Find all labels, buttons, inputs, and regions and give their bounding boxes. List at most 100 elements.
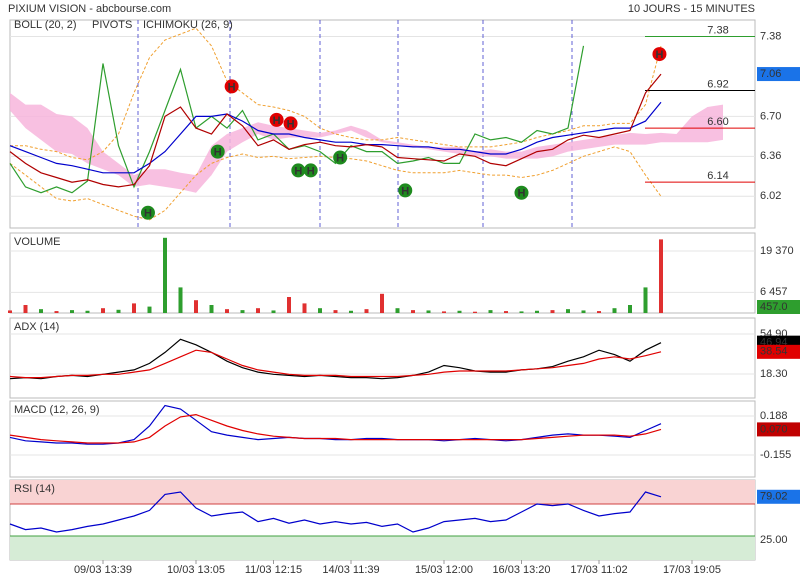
- cloud-segment: [692, 106, 708, 143]
- overbought-zone: [10, 480, 755, 504]
- y-tick-label: 0.188: [760, 410, 788, 422]
- volume-bar: [504, 311, 508, 313]
- x-tick-label: 10/03 13:05: [167, 564, 225, 576]
- signal-label: H: [144, 208, 152, 220]
- pivot-label: 6.14: [707, 170, 728, 182]
- volume-bar: [287, 297, 291, 313]
- cloud-segment: [614, 132, 630, 145]
- cloud-segment: [25, 104, 41, 140]
- volume-bar: [411, 310, 415, 313]
- volume-bar: [628, 305, 632, 313]
- signal-label: H: [214, 147, 222, 159]
- pivot-label: 6.92: [707, 78, 728, 90]
- series-line: [9, 101, 662, 174]
- volume-bar: [550, 310, 555, 313]
- signal-marker: [333, 150, 348, 165]
- value-badge: [757, 489, 800, 504]
- cloud-segment: [118, 163, 134, 187]
- signal-label: H: [655, 49, 663, 61]
- panel-title: MACD (12, 26, 9): [14, 404, 100, 416]
- volume-bar: [349, 310, 353, 313]
- value-badge-label: 457.0: [760, 301, 788, 313]
- signal-label: H: [518, 188, 526, 200]
- volume-bar: [23, 305, 28, 313]
- pivot-label: 6.60: [707, 116, 728, 128]
- volume-bar: [426, 310, 431, 313]
- value-badge-label: 79.02: [760, 491, 788, 503]
- panel-title: ADX (14): [14, 321, 59, 333]
- cloud-segment: [273, 125, 289, 140]
- chart-subtitle: 10 JOURS - 15 MINUTES: [628, 3, 755, 15]
- panel-frame: [9, 317, 756, 399]
- volume-bar: [612, 308, 617, 313]
- signal-marker: [140, 205, 155, 220]
- x-tick-label: 14/03 11:39: [322, 564, 379, 576]
- signal-marker: [224, 79, 239, 94]
- signal-label: H: [307, 165, 315, 177]
- volume-bar: [364, 309, 369, 313]
- volume-bar: [302, 303, 307, 313]
- signal-marker: [514, 185, 529, 200]
- volume-bar: [240, 310, 245, 313]
- signal-marker: [303, 163, 318, 178]
- y-tick-label: 18.30: [760, 368, 788, 380]
- value-badge: [757, 67, 800, 82]
- cloud-segment: [521, 146, 537, 159]
- cloud-segment: [583, 137, 599, 150]
- y-tick-label: 6 457: [760, 286, 788, 298]
- volume-bar: [147, 306, 152, 313]
- signal-label: H: [273, 115, 281, 127]
- signal-marker: [291, 163, 306, 178]
- pivot-label: 7.38: [707, 24, 728, 36]
- volume-bar: [39, 309, 43, 313]
- cloud-segment: [165, 169, 181, 190]
- cloud-segment: [459, 146, 475, 157]
- volume-bar: [116, 309, 121, 313]
- series-line: [9, 349, 662, 379]
- volume-bar: [380, 293, 384, 313]
- signal-label: H: [294, 165, 302, 177]
- cloud-segment: [72, 116, 88, 164]
- cloud-segment: [444, 146, 460, 154]
- volume-bar: [318, 308, 322, 313]
- y-tick-label: 6.70: [760, 110, 781, 122]
- series-line: [9, 413, 662, 444]
- volume-bar: [8, 310, 12, 313]
- volume-bar: [225, 309, 229, 313]
- volume-bar: [256, 308, 260, 313]
- volume-bar: [85, 310, 90, 313]
- x-tick-label: 16/03 13:20: [492, 564, 550, 576]
- cloud-segment: [351, 125, 367, 138]
- cloud-segment: [599, 135, 615, 147]
- volume-bar: [101, 308, 105, 313]
- volume-bar: [70, 310, 74, 313]
- volume-bar: [132, 303, 136, 313]
- signal-marker: [398, 183, 413, 198]
- y-tick-label: 25.00: [760, 534, 788, 546]
- chart-title: PIXIUM VISION - abcbourse.com: [8, 3, 171, 15]
- signal-label: H: [401, 185, 409, 197]
- cloud-segment: [149, 169, 165, 187]
- cloud-segment: [87, 128, 103, 170]
- signal-marker: [652, 47, 667, 62]
- value-badge-label: 38.54: [760, 346, 788, 358]
- y-tick-label: -0.155: [760, 449, 791, 461]
- volume-bar: [271, 310, 276, 313]
- legend-entry: PIVOTS: [92, 19, 132, 31]
- signal-label: H: [336, 152, 344, 164]
- header-bar: [0, 0, 800, 18]
- cloud-segment: [227, 128, 243, 152]
- volume-bar: [643, 287, 648, 313]
- volume-bar: [473, 311, 477, 313]
- volume-bar: [178, 287, 183, 313]
- cloud-segment: [103, 151, 119, 176]
- cloud-segment: [10, 92, 26, 129]
- volume-bar: [659, 239, 663, 313]
- volume-bar: [519, 311, 524, 313]
- x-tick-label: 15/03 12:00: [415, 564, 473, 576]
- cloud-segment: [552, 142, 568, 157]
- value-badge: [757, 300, 800, 314]
- series-line: [9, 73, 662, 188]
- value-badge: [757, 422, 800, 437]
